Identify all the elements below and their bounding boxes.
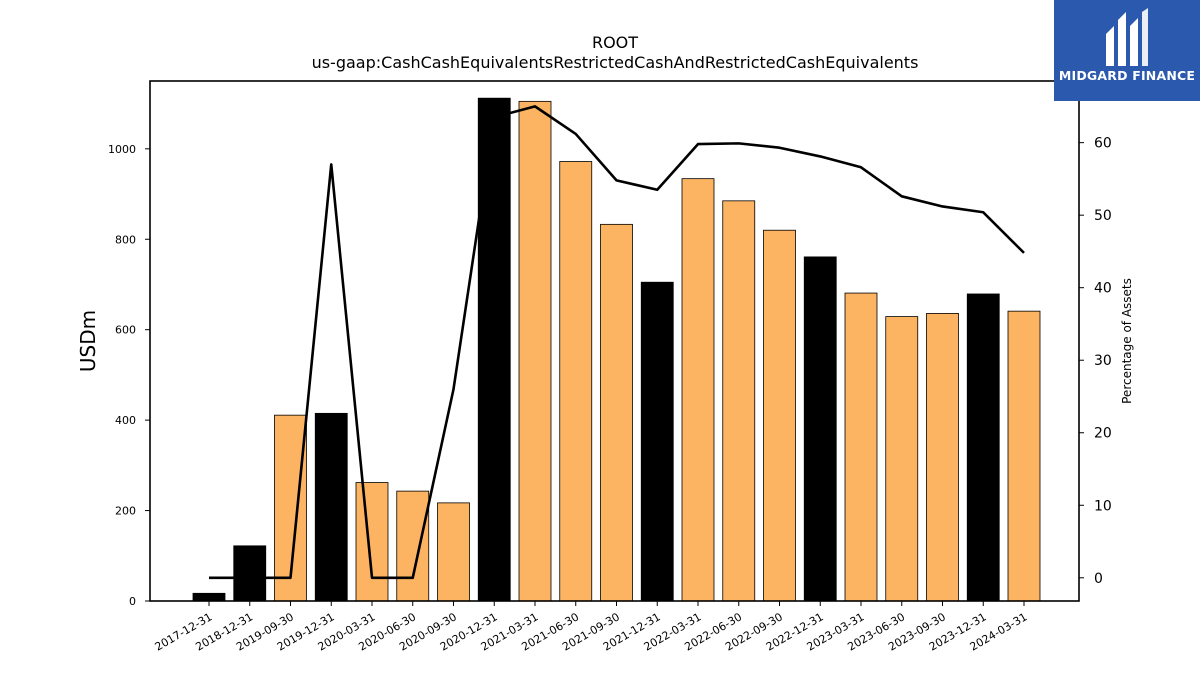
y-tick-label: 1000 — [108, 143, 136, 156]
bar — [803, 256, 837, 602]
y2-tick-label: 10 — [1094, 498, 1112, 514]
percentage-line — [209, 105, 1025, 580]
chart-title: ROOT — [592, 33, 638, 52]
x-axis: 2017-12-312018-12-312019-09-302019-12-31… — [153, 601, 1030, 654]
bar — [437, 502, 470, 602]
bar — [966, 293, 1000, 602]
bar — [600, 223, 633, 602]
bar — [681, 178, 715, 602]
y-tick-label: 800 — [115, 233, 136, 246]
y-tick-label: 200 — [115, 505, 136, 518]
bar — [355, 482, 389, 602]
y2-tick-label: 40 — [1094, 281, 1112, 297]
bar — [396, 490, 430, 602]
y-tick-label: 0 — [129, 595, 136, 608]
y-tick-label: 400 — [115, 414, 136, 427]
bar — [559, 161, 593, 602]
brand-name: MIDGARD FINANCE — [1058, 68, 1196, 83]
midgard-logo-icon — [1106, 8, 1148, 66]
bar — [477, 97, 511, 602]
chart-subtitle: us-gaap:CashCashEquivalentsRestrictedCas… — [312, 53, 919, 72]
y-axis-left: 0 200 400 600 800 1000 — [108, 143, 150, 608]
y2-tick-label: 30 — [1094, 353, 1112, 369]
bar — [844, 292, 878, 602]
bar — [926, 313, 959, 602]
bar — [722, 200, 756, 602]
y2-tick-label: 60 — [1094, 136, 1112, 152]
bar — [885, 316, 919, 602]
y2-axis-label: Percentage of Assets — [1120, 278, 1134, 404]
brand-logo: MIDGARD FINANCE — [1054, 0, 1200, 101]
y2-tick-label: 0 — [1094, 571, 1103, 587]
bar — [763, 229, 796, 602]
bar — [640, 281, 674, 602]
bar — [518, 100, 552, 602]
bar-group — [192, 97, 1041, 602]
bar — [1007, 310, 1041, 602]
y-axis-label: USDm — [76, 310, 100, 372]
y2-tick-label: 20 — [1094, 426, 1112, 442]
plot-frame — [149, 80, 1080, 602]
y-tick-label: 600 — [115, 324, 136, 337]
y-axis-right: 0 10 20 30 40 50 60 — [1079, 136, 1112, 587]
y2-tick-label: 50 — [1094, 208, 1112, 224]
bar — [192, 592, 226, 602]
bar — [233, 545, 267, 602]
bar — [314, 412, 348, 602]
